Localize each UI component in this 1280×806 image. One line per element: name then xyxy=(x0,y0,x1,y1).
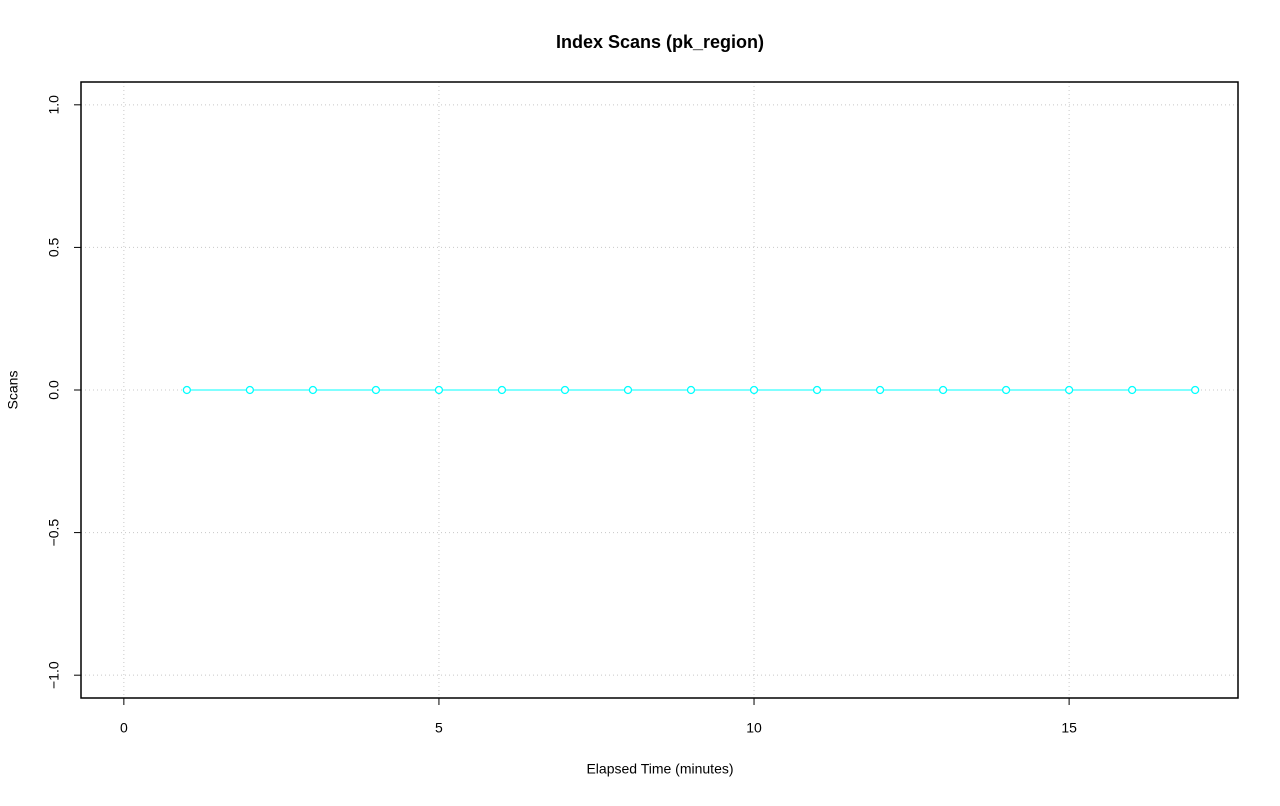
y-axis-label: Scans xyxy=(5,371,21,410)
chart-title: Index Scans (pk_region) xyxy=(556,32,764,52)
y-tick-label: 1.0 xyxy=(46,95,62,115)
x-axis-label: Elapsed Time (minutes) xyxy=(586,761,733,777)
data-point xyxy=(749,385,759,395)
x-tick-label: 0 xyxy=(120,720,128,736)
x-tick-label: 15 xyxy=(1061,720,1077,736)
y-tick-label: 0.5 xyxy=(46,237,62,257)
data-point xyxy=(1064,385,1074,395)
y-tick-label: 0.0 xyxy=(46,380,62,400)
data-point xyxy=(875,385,885,395)
x-tick-label: 5 xyxy=(435,720,443,736)
data-point xyxy=(245,385,255,395)
data-point xyxy=(182,385,192,395)
data-point xyxy=(371,385,381,395)
data-point xyxy=(623,385,633,395)
data-point xyxy=(686,385,696,395)
data-point xyxy=(812,385,822,395)
data-point xyxy=(1190,385,1200,395)
data-point xyxy=(1127,385,1137,395)
data-point xyxy=(1001,385,1011,395)
data-point xyxy=(308,385,318,395)
y-tick-label: −0.5 xyxy=(46,519,62,547)
data-point xyxy=(560,385,570,395)
x-tick-label: 10 xyxy=(746,720,762,736)
data-point xyxy=(497,385,507,395)
y-tick-label: −1.0 xyxy=(46,661,62,689)
data-point xyxy=(938,385,948,395)
plot-frame xyxy=(80,81,1239,699)
data-point xyxy=(434,385,444,395)
